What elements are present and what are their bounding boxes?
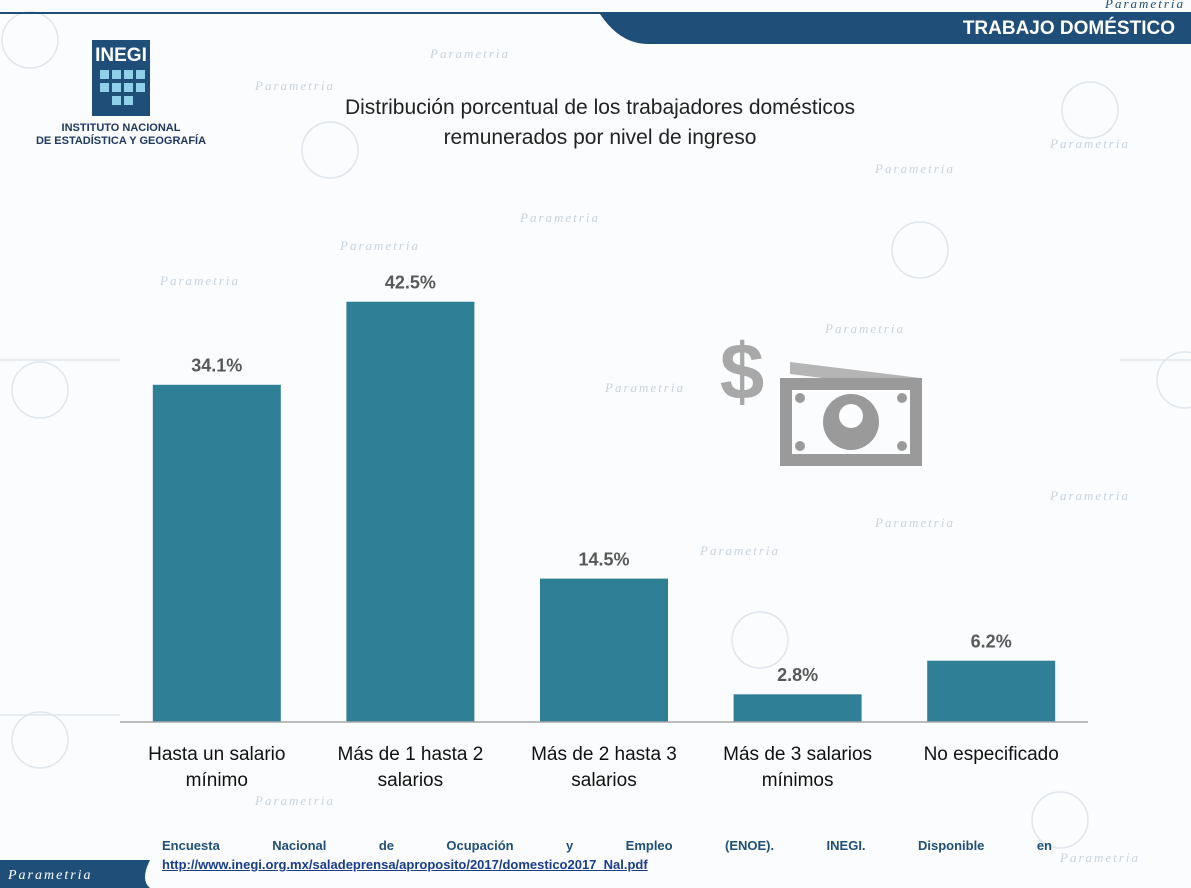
source-text: Encuesta Nacional de Ocupación y Empleo … [162,838,1052,853]
watermark-text: Parametria [519,210,600,225]
brand-badge [0,860,150,888]
watermark-text: Parametria [339,238,420,253]
svg-text:$: $ [720,327,765,416]
value-label: 34.1% [191,356,242,376]
header-tab [600,14,1191,44]
watermark-text: Parametria [1049,488,1130,503]
watermark-text: Parametria [604,380,685,395]
watermark-text: Parametria [874,161,955,176]
value-label: 14.5% [578,549,629,569]
bar [152,384,281,722]
value-label: 42.5% [385,272,436,292]
value-label: 2.8% [777,665,818,685]
logo: INEGI INSTITUTO NACIONAL DE ESTADÍSTICA … [36,40,206,147]
x-tick-label: Hasta un salario mínimo [148,744,286,791]
watermark-text: Parametria [159,273,240,288]
x-tick-label: Más de 3 salarios mínimos [723,744,873,791]
watermark-text: Parametria [1059,850,1140,865]
watermark-text: Parametria [254,793,335,808]
watermark-text: Parametria [429,46,510,61]
bar [540,578,668,722]
x-tick-label: Más de 2 hasta 3 salarios [531,744,677,791]
source-link[interactable]: http://www.inegi.org.mx/saladeprensa/apr… [162,857,648,872]
watermark-text: Parametria [699,543,780,558]
x-tick-label: Más de 1 hasta 2 salarios [337,744,484,791]
watermark: Parametria Parametria Parametria Paramet… [0,11,1191,865]
value-label: 6.2% [971,631,1012,651]
watermark-text: Parametria [1049,136,1130,151]
logo-line: DE ESTADÍSTICA Y GEOGRAFÍA [36,134,206,147]
bar [346,301,475,722]
watermark-text: Parametria [824,321,905,336]
x-tick-label: No especificado [923,744,1059,765]
logo-mark: INEGI [95,45,147,66]
bar [927,660,1056,722]
brand-bottom: Parametria [7,868,93,883]
section-title: TRABAJO DOMÉSTICO [963,17,1175,39]
watermark-text: Parametria [874,515,955,530]
brand-top: Parametria [1104,0,1185,11]
watermark-text: Parametria [254,78,335,93]
chart-title: Distribución porcentual de los trabajado… [344,96,856,149]
money-icon: $ [720,327,922,466]
bar [733,694,862,722]
logo-line: INSTITUTO NACIONAL [62,122,181,134]
